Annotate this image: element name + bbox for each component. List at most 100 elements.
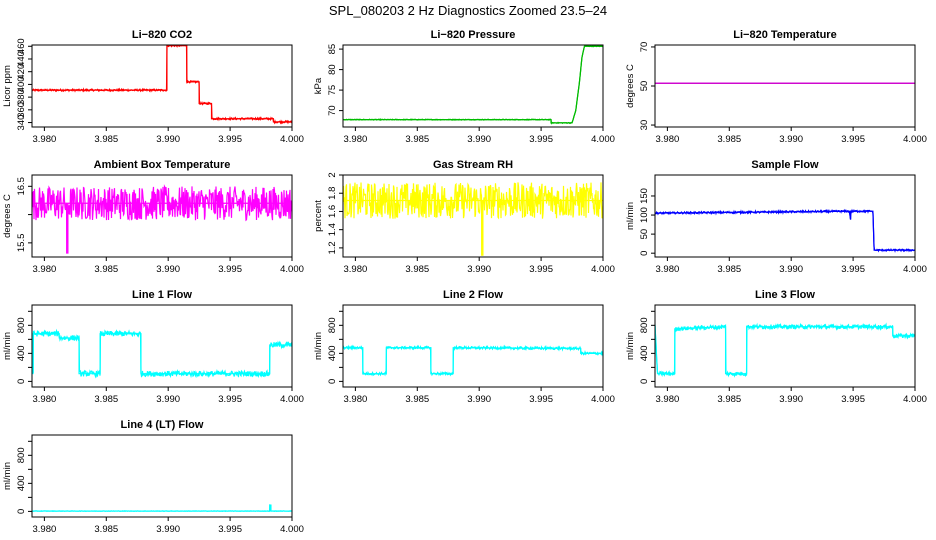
- x-tick-label: 3.990: [779, 394, 803, 405]
- x-tick-label: 4.000: [591, 264, 615, 275]
- x-tick-label: 3.990: [467, 264, 491, 275]
- x-tick-label: 3.990: [156, 264, 180, 275]
- y-axis-label: ml/min: [625, 202, 636, 230]
- x-tick-label: 3.980: [655, 394, 679, 405]
- y-tick-label: 70: [639, 42, 650, 53]
- y-tick-label: 400: [16, 345, 27, 361]
- panel-6: Sample Flow ml/min 3.980 3.985 3.990 3.995 4.0…: [625, 159, 927, 275]
- plot-frame: [654, 304, 916, 388]
- x-tick-label: 3.995: [218, 394, 242, 405]
- y-axis-label: ml/min: [625, 332, 636, 360]
- y-tick-label: 0: [16, 379, 27, 384]
- y-axis-label: Licor ppm: [2, 65, 13, 107]
- x-tick-label: 3.985: [94, 264, 118, 275]
- data-series-steps: [32, 504, 292, 512]
- x-tick-label: 3.985: [405, 134, 429, 145]
- y-tick-label: 150: [639, 188, 650, 204]
- x-tick-label: 4.000: [280, 524, 304, 535]
- y-tick-label: 440: [16, 51, 27, 67]
- x-tick-label: 3.995: [841, 394, 865, 405]
- x-tick-label: 3.980: [655, 264, 679, 275]
- y-tick-label: 400: [16, 475, 27, 491]
- y-tick-label: 0: [327, 379, 338, 384]
- x-tick-label: 4.000: [280, 134, 304, 145]
- x-tick-label: 3.980: [343, 394, 367, 405]
- data-series-line: [32, 184, 292, 244]
- x-tick-label: 3.995: [841, 134, 865, 145]
- y-tick-label: 2: [327, 172, 338, 177]
- x-tick-label: 4.000: [903, 394, 927, 405]
- y-tick-label: 0: [639, 379, 650, 384]
- y-tick-label: 800: [327, 317, 338, 333]
- y-tick-label: 800: [16, 317, 27, 333]
- y-tick-label: 1.4: [327, 223, 338, 236]
- panel-4: Ambient Box Temperature degrees C 3.980 3.9…: [2, 159, 304, 275]
- y-tick-label: 0: [639, 251, 650, 256]
- panel-title: Line 3 Flow: [755, 289, 815, 301]
- panel-8: Line 2 Flow ml/min 3.980 3.985 3.990 3.995 4.0…: [313, 289, 615, 405]
- panel-2: Li−820 Pressure kPa 3.980 3.985 3.990 3.995 4.…: [313, 29, 615, 145]
- y-tick-label: 800: [639, 317, 650, 333]
- panel-7: Line 1 Flow ml/min 3.980 3.985 3.990 3.995 4.0…: [2, 289, 304, 405]
- y-tick-label: 0: [16, 509, 27, 514]
- x-tick-label: 4.000: [903, 134, 927, 145]
- x-tick-label: 3.995: [218, 524, 242, 535]
- y-tick-label: 420: [16, 64, 27, 80]
- y-tick-label: 1.8: [327, 187, 338, 200]
- panel-title: Line 2 Flow: [443, 289, 503, 301]
- y-axis-label: percent: [313, 200, 324, 232]
- y-tick-label: 16.5: [16, 177, 27, 196]
- plot-frame: [654, 174, 916, 258]
- panel-title: Ambient Box Temperature: [94, 159, 231, 171]
- panel-title: Gas Stream RH: [433, 159, 513, 171]
- x-tick-label: 3.985: [94, 394, 118, 405]
- x-tick-label: 3.995: [218, 134, 242, 145]
- panel-title: Line 1 Flow: [132, 289, 192, 301]
- panel-3: Li−820 Temperature degrees C 3.980 3.985 3.9…: [625, 29, 927, 145]
- data-series-steps: [32, 45, 292, 123]
- panels: Li−820 CO2 Licor ppm 3.980 3.985 3.990 3.995 4…: [2, 29, 927, 535]
- x-tick-label: 3.980: [343, 134, 367, 145]
- data-series-steps: [655, 325, 915, 375]
- x-tick-label: 4.000: [903, 264, 927, 275]
- data-series-steps: [343, 45, 603, 124]
- x-tick-label: 3.995: [841, 264, 865, 275]
- y-tick-label: 380: [16, 89, 27, 105]
- panel-title: Li−820 Temperature: [733, 29, 836, 41]
- x-tick-label: 3.985: [717, 264, 741, 275]
- x-tick-label: 3.995: [529, 134, 553, 145]
- x-tick-label: 3.995: [529, 394, 553, 405]
- x-tick-label: 3.980: [343, 264, 367, 275]
- y-tick-label: 30: [639, 120, 650, 131]
- y-tick-label: 85: [327, 44, 338, 55]
- x-tick-label: 3.990: [779, 134, 803, 145]
- x-tick-label: 4.000: [591, 134, 615, 145]
- y-tick-label: 15.5: [16, 234, 27, 253]
- y-tick-label: 50: [639, 229, 650, 240]
- x-tick-label: 3.980: [32, 134, 56, 145]
- y-tick-label: 100: [639, 207, 650, 223]
- y-tick-label: 360: [16, 102, 27, 118]
- figure-title: SPL_080203 2 Hz Diagnostics Zoomed 23.5–…: [329, 3, 607, 18]
- plot-frame: [342, 174, 604, 258]
- x-tick-label: 3.990: [156, 134, 180, 145]
- x-tick-label: 3.990: [467, 134, 491, 145]
- x-tick-label: 3.990: [156, 524, 180, 535]
- x-tick-label: 3.990: [779, 264, 803, 275]
- y-tick-label: 50: [639, 81, 650, 92]
- x-tick-label: 4.000: [280, 394, 304, 405]
- y-tick-label: 75: [327, 85, 338, 96]
- y-tick-label: 70: [327, 105, 338, 116]
- y-tick-label: 1.2: [327, 241, 338, 254]
- y-tick-label: 340: [16, 115, 27, 131]
- y-axis-label: kPa: [313, 77, 324, 94]
- x-tick-label: 4.000: [591, 394, 615, 405]
- panel-title: Sample Flow: [751, 159, 819, 171]
- x-tick-label: 3.990: [156, 394, 180, 405]
- y-axis-label: ml/min: [313, 332, 324, 360]
- y-tick-label: 400: [16, 76, 27, 92]
- panel-title: Li−820 CO2: [132, 29, 192, 41]
- y-tick-label: 460: [16, 38, 27, 54]
- x-tick-label: 4.000: [280, 264, 304, 275]
